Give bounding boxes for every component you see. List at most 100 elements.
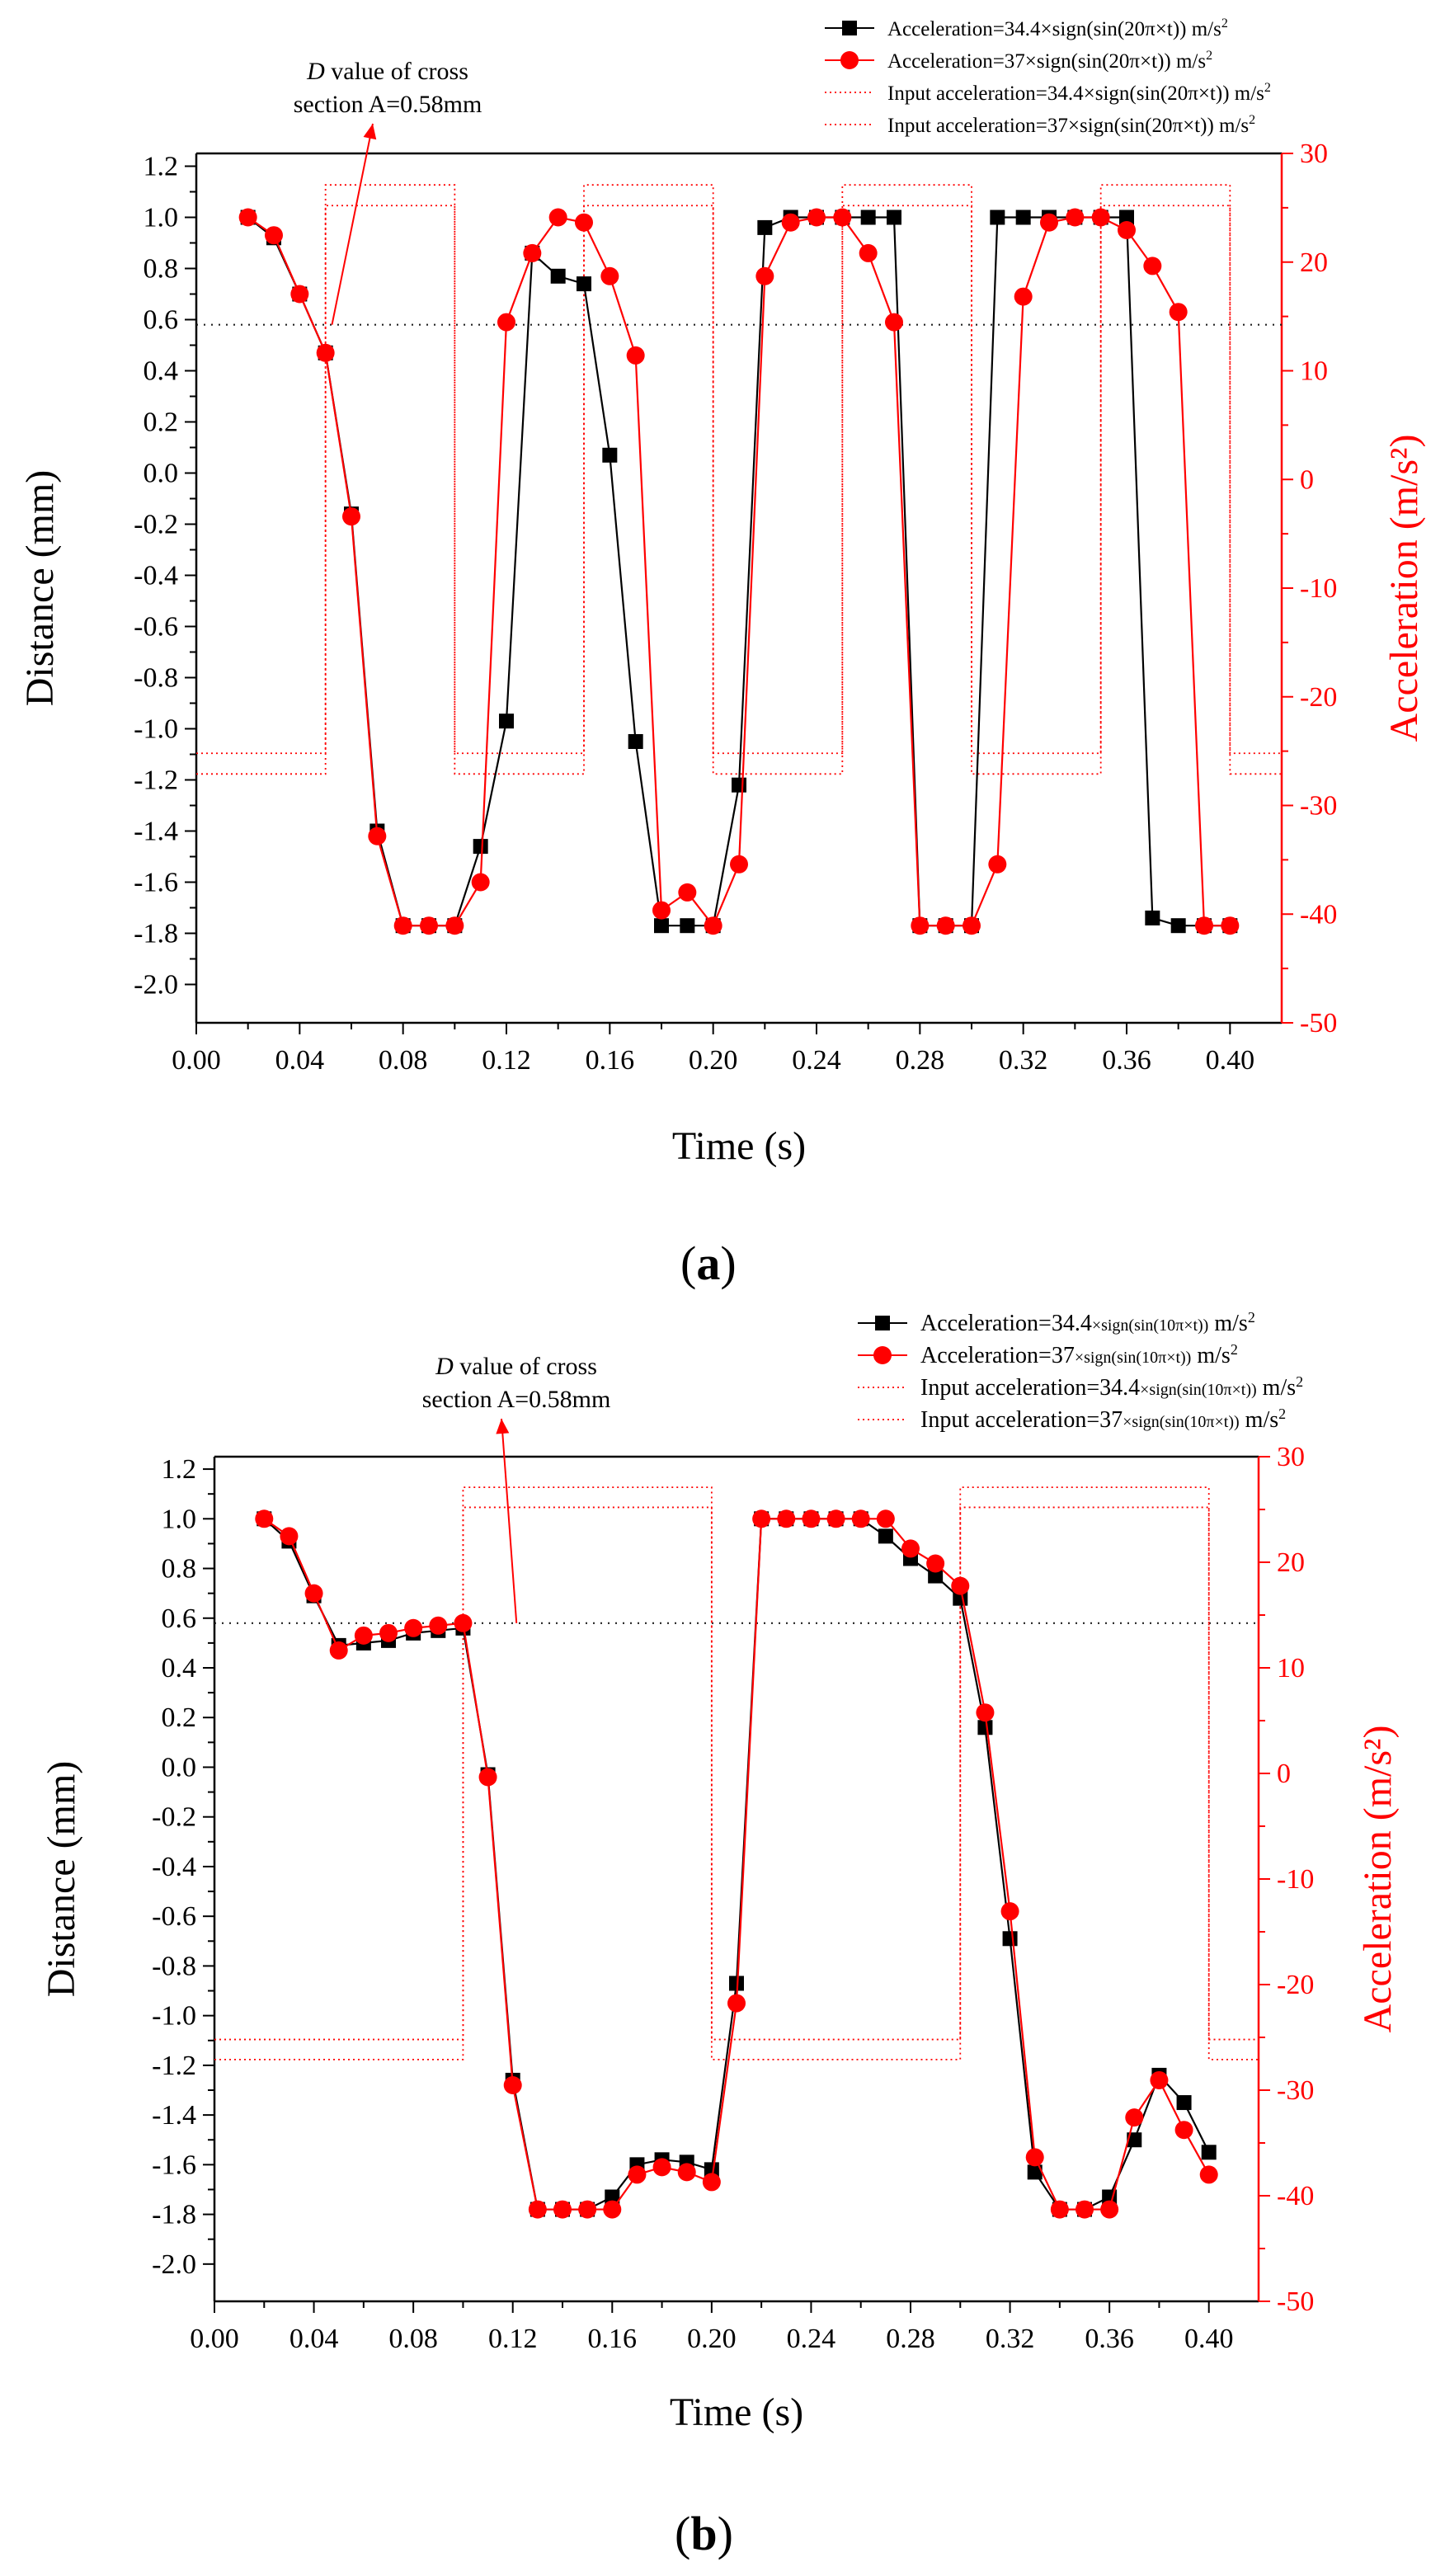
annotation-line2: section A=0.58mm (422, 1386, 611, 1413)
circle-marker (429, 1616, 448, 1635)
circle-marker (702, 2173, 721, 2192)
circle-marker (342, 507, 360, 526)
square-marker (729, 1976, 744, 1991)
x-tick-label: 0.20 (687, 2324, 737, 2354)
circle-marker (777, 1509, 796, 1528)
y2-tick-label: -30 (1277, 2075, 1314, 2106)
circle-marker (1066, 208, 1085, 227)
square-marker (887, 210, 901, 225)
series-red-line (247, 216, 1231, 928)
circle-marker (445, 916, 464, 935)
legend-text-suffix: m/s (1240, 1407, 1278, 1433)
y2-axis-title: Acceleration (m/s²) (1382, 435, 1426, 742)
circle-marker (1118, 221, 1136, 239)
legend-entry-1: Acceleration=34.4×sign(sin(20π×t)) m/s2 (887, 16, 1228, 40)
circle-marker (316, 343, 335, 362)
annotation-line1: D value of cross (435, 1353, 597, 1380)
y2-tick-label: -50 (1300, 1008, 1337, 1038)
circle-marker (290, 285, 309, 304)
circle-marker (420, 916, 438, 935)
square-marker (928, 1568, 944, 1584)
circle-marker (280, 1527, 299, 1546)
square-marker (732, 777, 746, 793)
legend-text-small: ×sign(sin(10π×t)) (1092, 1316, 1209, 1335)
circle-marker (1000, 1902, 1019, 1921)
square-marker (704, 2162, 719, 2178)
circle-marker (503, 2075, 522, 2094)
circle-marker (802, 1509, 821, 1528)
circle-marker (752, 1509, 771, 1528)
y2-tick-label: 30 (1277, 1442, 1305, 1472)
circle-marker (1150, 2070, 1169, 2089)
legend-text: Input acceleration=34.4×sign(sin(20π×t))… (887, 82, 1264, 105)
square-marker (878, 1528, 893, 1544)
y2-tick-label: 0 (1277, 1759, 1291, 1789)
x-tick-label: 0.32 (999, 1045, 1048, 1076)
y2-tick-label: 10 (1300, 356, 1328, 387)
x-tick-label: 0.28 (896, 1045, 945, 1076)
circle-marker (523, 243, 542, 262)
input-acceleration-line-2 (196, 184, 1282, 775)
legend-entry-4: Input acceleration=37×sign(sin(20π×t)) m… (887, 113, 1255, 137)
legend-text-small: ×sign(sin(10π×t)) (1123, 1413, 1240, 1431)
square-marker (602, 447, 618, 463)
circle-marker (988, 855, 1007, 874)
circle-marker (755, 266, 774, 285)
legend-superscript: 2 (1231, 1341, 1238, 1358)
square-marker (654, 918, 669, 934)
x-axis-title: Time (s) (672, 1124, 806, 1168)
legend-superscript: 2 (1221, 16, 1228, 31)
y2-tick-label: -20 (1300, 682, 1337, 713)
circle-marker (901, 1539, 920, 1558)
legend-superscript: 2 (1278, 1406, 1286, 1422)
circle-marker (1025, 2148, 1044, 2167)
chart-a: 0.00 0.04 0.08 0.12 0.16 0.20 0.24 0.28 0.32 0.36… (18, 16, 1426, 1168)
y-tick-label: 0.8 (144, 254, 179, 285)
circle-marker (936, 916, 955, 935)
circle-marker (1143, 257, 1162, 275)
legend-superscript: 2 (1264, 81, 1271, 95)
legend-swatch-circle (840, 51, 859, 69)
circle-marker (1091, 208, 1110, 227)
square-marker (977, 1720, 993, 1735)
square-marker (550, 268, 566, 284)
series-black-line (247, 216, 1231, 927)
square-marker (577, 276, 591, 292)
series-black-line (263, 1518, 1210, 2211)
circle-marker (727, 1994, 746, 2013)
circle-marker (238, 208, 257, 227)
square-marker (1027, 2164, 1043, 2180)
circle-marker (963, 916, 981, 935)
square-marker (1176, 2095, 1192, 2111)
circle-marker (497, 313, 515, 332)
y-tick-label: 1.2 (144, 152, 179, 182)
legend-entry-2: Acceleration=37×sign(sin(20π×t)) m/s2 (887, 49, 1212, 73)
circle-marker (1076, 2200, 1094, 2219)
legend-text: Acceleration=34.4×sign(sin(20π×t)) m/s (887, 18, 1221, 40)
square-marker (605, 2189, 620, 2205)
legend-entry-4: Input acceleration=37×sign(sin(10π×t)) m… (920, 1406, 1286, 1433)
x-tick-label: 0.12 (488, 2324, 538, 2354)
circle-marker (926, 1554, 945, 1573)
square-marker (680, 918, 695, 934)
x-tick-label: 0.20 (689, 1045, 738, 1076)
y-axis-title: Distance (mm) (18, 470, 62, 707)
y2-tick-label: -40 (1277, 2181, 1314, 2211)
circle-marker (553, 2200, 572, 2219)
circle-marker (833, 208, 852, 227)
circle-marker (1195, 916, 1213, 935)
circle-marker (404, 1618, 423, 1637)
circle-marker (1125, 2108, 1144, 2127)
circle-marker (1169, 303, 1188, 322)
y-tick-label: -0.6 (134, 612, 178, 643)
y-tick-label: 1.0 (144, 203, 179, 233)
square-marker (1201, 2145, 1217, 2160)
circle-marker (628, 2165, 647, 2184)
y-tick-label: -0.8 (152, 1951, 196, 1981)
x-tick-label: 0.04 (275, 1045, 325, 1076)
circle-marker (1040, 213, 1058, 232)
y-tick-label: -1.8 (152, 2200, 196, 2230)
circle-marker (781, 213, 800, 232)
square-marker (1145, 910, 1160, 925)
square-marker (1170, 918, 1186, 934)
